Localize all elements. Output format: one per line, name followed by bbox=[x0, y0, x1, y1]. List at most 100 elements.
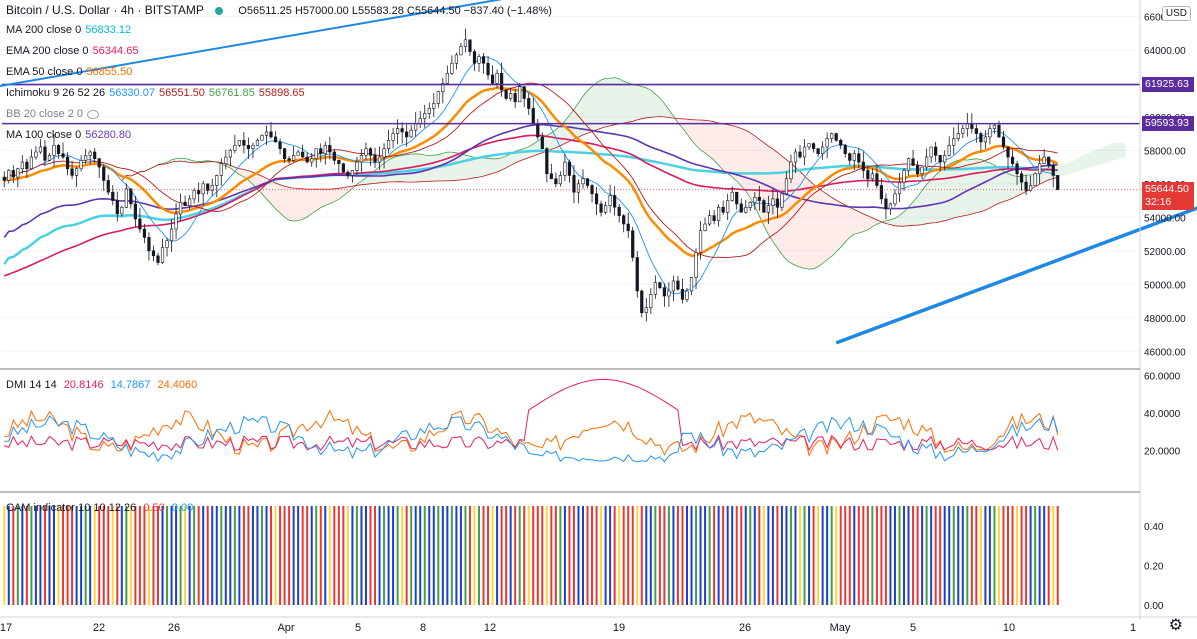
indicator-legend[interactable]: MA 100 close 0 56280.80 bbox=[6, 128, 131, 142]
indicator-legend[interactable]: MA 200 close 0 56833.12 bbox=[6, 23, 131, 37]
candle-body bbox=[961, 128, 965, 134]
candle-body bbox=[866, 170, 870, 180]
cam-bar bbox=[645, 506, 648, 605]
cam-bar bbox=[98, 506, 101, 605]
candle-body bbox=[572, 175, 576, 193]
cam-bar bbox=[979, 506, 982, 605]
cloud-segment bbox=[768, 145, 773, 242]
candle-body bbox=[730, 191, 734, 201]
cam-bar bbox=[844, 506, 847, 605]
indicator-value: 56551.50 bbox=[158, 87, 205, 99]
cam-bar bbox=[898, 506, 901, 605]
candle-body bbox=[323, 145, 327, 154]
cam-bar bbox=[993, 506, 996, 605]
indicator-legend[interactable]: Ichimoku 9 26 52 26 56330.07 56551.50 56761… bbox=[6, 86, 305, 100]
cam-bar bbox=[817, 506, 820, 605]
candle-body bbox=[590, 185, 594, 195]
candle-body bbox=[979, 133, 983, 143]
candle-body bbox=[744, 206, 748, 213]
cam-bar bbox=[505, 506, 508, 605]
cam-bar bbox=[30, 506, 33, 605]
cloud-segment bbox=[913, 196, 918, 226]
candle-body bbox=[884, 198, 888, 210]
candle-body bbox=[282, 148, 287, 159]
indicator-legend[interactable]: BB 20 close 2 0 bbox=[6, 107, 100, 121]
cloud-segment bbox=[727, 124, 733, 177]
cam-bar bbox=[57, 506, 60, 605]
cam-bar bbox=[369, 506, 372, 605]
cam-bar bbox=[640, 506, 643, 605]
dmi-label: DMI 14 14 bbox=[6, 379, 57, 391]
cam-legend[interactable]: CAM indicator 10 10 12 26 0.50 0.00 bbox=[6, 501, 193, 515]
cam-bar bbox=[75, 506, 78, 605]
candle-body bbox=[870, 173, 874, 180]
candle-body bbox=[717, 206, 721, 221]
cloud-segment bbox=[578, 96, 583, 138]
cam-bar bbox=[789, 506, 792, 605]
price-tick-label: 46000.00 bbox=[1144, 347, 1186, 358]
settings-gear-icon[interactable]: ⚙ bbox=[1168, 617, 1183, 634]
candle-body bbox=[251, 145, 255, 149]
cam-bar bbox=[143, 506, 146, 605]
cam-bar bbox=[1002, 506, 1005, 605]
cam-bar bbox=[179, 506, 182, 605]
cam-bar bbox=[25, 506, 28, 605]
ticker-legend[interactable]: Bitcoin / U.S. Dollar · 4h · BITSTAMP O5… bbox=[6, 3, 552, 18]
candle-body bbox=[84, 155, 88, 161]
candle-body bbox=[97, 158, 101, 168]
cam-bar bbox=[943, 506, 946, 605]
cloud-segment bbox=[1012, 175, 1018, 199]
currency-button[interactable]: USD bbox=[1161, 6, 1191, 21]
time-tick-label: 26 bbox=[739, 622, 751, 634]
candle-body bbox=[825, 138, 829, 148]
candle-body bbox=[925, 156, 929, 168]
cam-bar bbox=[21, 506, 24, 605]
cam-bar bbox=[279, 506, 282, 605]
dmi-legend[interactable]: DMI 14 14 20.8146 14.7867 24.4060 bbox=[6, 378, 197, 392]
candle-body bbox=[988, 128, 992, 138]
visibility-hidden-icon[interactable] bbox=[87, 109, 100, 119]
time-tick-label: 5 bbox=[910, 622, 916, 634]
candle-body bbox=[368, 148, 373, 156]
candle-body bbox=[273, 136, 278, 143]
time-tick-label: 1 bbox=[1130, 622, 1136, 634]
dmi-tick-label: 40.0000 bbox=[1144, 409, 1181, 420]
time-tick-label: May bbox=[830, 622, 851, 634]
cam-bar bbox=[134, 506, 137, 605]
cam-bar bbox=[193, 506, 196, 605]
candle-body bbox=[296, 151, 300, 156]
cloud-segment bbox=[1098, 147, 1103, 165]
cam-bar bbox=[713, 506, 716, 605]
cam-bar bbox=[830, 506, 833, 605]
cam-bar bbox=[907, 506, 910, 605]
candle-body bbox=[631, 230, 635, 258]
candle-body bbox=[459, 46, 463, 56]
candle-body bbox=[509, 93, 513, 99]
cam-bar bbox=[934, 506, 937, 605]
cam-bar bbox=[378, 506, 381, 605]
candle-body bbox=[328, 145, 332, 153]
cam-bar bbox=[107, 506, 110, 605]
candle-body bbox=[1029, 185, 1033, 191]
indicator-legend[interactable]: EMA 50 close 0 56855.50 bbox=[6, 65, 132, 79]
cloud-segment bbox=[876, 219, 882, 225]
indicator-legend[interactable]: EMA 200 close 0 56344.65 bbox=[6, 44, 138, 58]
cam-bar bbox=[161, 506, 164, 605]
cam-bar bbox=[260, 506, 263, 605]
cloud-segment bbox=[311, 189, 317, 214]
candle-body bbox=[861, 161, 865, 171]
cam-bar bbox=[1025, 506, 1028, 605]
candle-body bbox=[830, 133, 834, 139]
cam-bar bbox=[337, 506, 340, 605]
cam-bar bbox=[392, 506, 395, 605]
cam-bar bbox=[631, 506, 634, 605]
cam-bar bbox=[441, 506, 444, 605]
cloud-segment bbox=[1111, 142, 1117, 161]
cloud-segment bbox=[646, 87, 651, 118]
candle-body bbox=[124, 188, 128, 208]
cloud-segment bbox=[944, 164, 950, 221]
time-tick-label: 19 bbox=[613, 622, 625, 634]
cam-bar bbox=[731, 506, 734, 605]
cam-bar bbox=[536, 506, 539, 605]
cam-bar bbox=[355, 506, 358, 605]
